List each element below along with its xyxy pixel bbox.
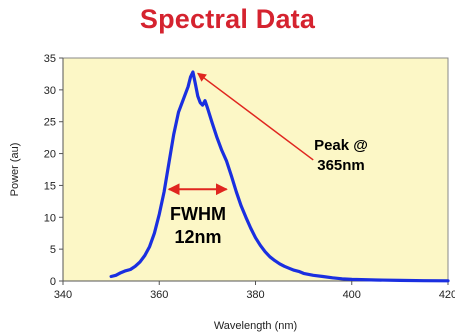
plot-area xyxy=(62,57,449,282)
peak-arrow xyxy=(197,72,314,161)
peak-label-line1: Peak @ xyxy=(314,137,368,154)
fwhm-label-line2: 12nm xyxy=(174,227,221,247)
series-layer xyxy=(109,70,450,283)
x-tick-label: 340 xyxy=(54,289,72,301)
peak-label-line2: 365nm xyxy=(317,157,365,174)
y-tick-label: 5 xyxy=(50,244,56,256)
annotation-layer: Peak @ 365nm FWHM 12nm xyxy=(167,72,368,247)
y-tick-label: 35 xyxy=(44,53,56,65)
y-tick-label: 10 xyxy=(44,212,56,224)
series-line-0 xyxy=(109,70,450,283)
y-tick-label: 25 xyxy=(44,117,56,129)
x-axis-title: Wavelength (nm) xyxy=(214,320,297,332)
x-tick-label: 360 xyxy=(150,289,168,301)
y-tick-label: 30 xyxy=(44,85,56,97)
y-tick-label: 0 xyxy=(50,276,56,288)
tick-labels: 340 360 380 400 420 0 5 10 15 20 25 30 35 xyxy=(44,53,455,301)
x-tick-label: 380 xyxy=(246,289,264,301)
y-tick-label: 15 xyxy=(44,180,56,192)
y-axis-title: Power (au) xyxy=(9,143,21,197)
x-tick-label: 420 xyxy=(439,289,455,301)
x-tick-label: 400 xyxy=(343,289,361,301)
y-tick-label: 20 xyxy=(44,149,56,161)
chart-title: Spectral Data xyxy=(139,4,316,34)
fwhm-label-line1: FWHM xyxy=(170,204,226,224)
